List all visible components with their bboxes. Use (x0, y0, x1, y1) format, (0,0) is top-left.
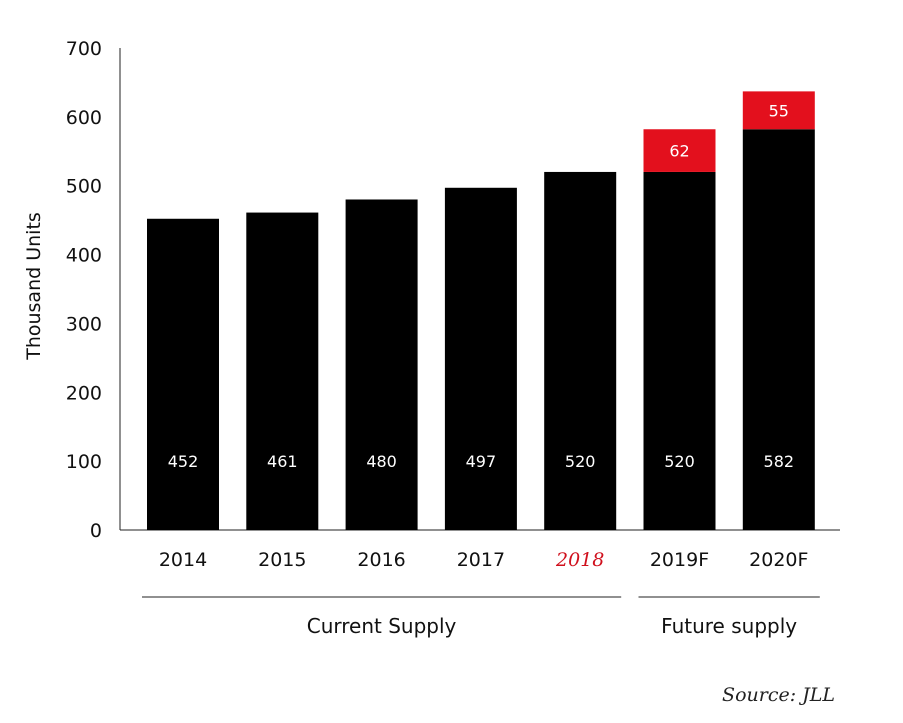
x-tick-label: 2015 (258, 549, 306, 571)
data-label: 520 (664, 452, 695, 471)
data-label: 497 (466, 452, 497, 471)
bar-base (246, 212, 319, 530)
group-label: Current Supply (307, 614, 457, 638)
x-tick-label: 2017 (457, 549, 505, 571)
bar-base (544, 171, 617, 530)
bar-base (643, 171, 716, 530)
y-tick-label: 300 (66, 313, 102, 335)
x-tick-label: 2019F (650, 549, 709, 571)
x-tick-label: 2016 (357, 549, 405, 571)
group-label: Future supply (661, 614, 797, 638)
data-label: 461 (267, 452, 298, 471)
y-axis-label: Thousand Units (23, 212, 45, 361)
x-tick-label: 2020F (749, 549, 808, 571)
y-tick-label: 0 (90, 520, 102, 542)
bar-base (147, 218, 219, 530)
data-label: 55 (769, 101, 789, 120)
bar-base (742, 129, 815, 530)
y-tick-label: 100 (66, 451, 102, 473)
y-tick-label: 200 (66, 382, 102, 404)
y-tick-label: 700 (66, 38, 102, 60)
data-label: 520 (565, 452, 596, 471)
y-tick-label: 400 (66, 245, 102, 267)
y-tick-label: 600 (66, 107, 102, 129)
data-label: 452 (168, 452, 199, 471)
bar-additional (643, 129, 716, 172)
x-tick-label: 2014 (159, 549, 207, 571)
source-note: Source: JLL (722, 684, 835, 706)
data-label: 62 (669, 142, 689, 161)
y-tick-label: 500 (66, 176, 102, 198)
bar-base (444, 187, 517, 530)
bar-base (345, 199, 418, 530)
data-label: 480 (366, 452, 397, 471)
data-label: 582 (764, 452, 795, 471)
bar-additional (742, 91, 815, 130)
x-tick-label: 2018 (555, 549, 604, 571)
